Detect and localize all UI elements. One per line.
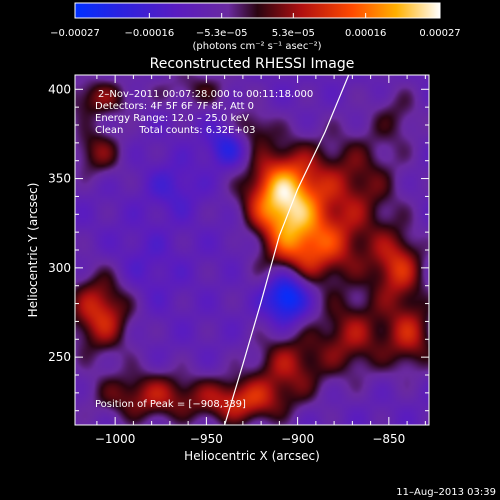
colorbar-tick-label: −0.00027	[50, 28, 100, 39]
footer-timestamp: 11–Aug–2013 03:39	[396, 487, 496, 498]
colorbar: −0.00027 −0.00016 −5.3e−05 5.3e−05 0.00016 0.…	[50, 2, 461, 52]
x-tick-label: −850	[372, 432, 405, 446]
colorbar-tick-label: 5.3e−05	[272, 28, 315, 39]
annotation-method-counts: Clean Total counts: 6.32E+03	[95, 125, 255, 136]
y-tick-label: 300	[48, 261, 71, 275]
x-tick-label: −1000	[95, 432, 136, 446]
colorbar-tick-label: −0.00016	[124, 28, 174, 39]
colorbar-tick-label: 0.00027	[419, 28, 460, 39]
colorbar-tick-label: −5.3e−05	[196, 28, 248, 39]
colorbar-gradient	[74, 2, 441, 19]
chart-title: Reconstructed RHESSI Image	[150, 56, 355, 72]
annotation-energy-range: Energy Range: 12.0 – 25.0 keV	[95, 113, 249, 124]
plot-area	[75, 75, 429, 425]
y-axis-label: Heliocentric Y (arcsec)	[26, 183, 40, 318]
plot-annotations: 2–Nov–2011 00:07:28.000 to 00:11:18.000 …	[95, 89, 313, 410]
x-axis: −1000 −950 −900 −850	[95, 75, 426, 446]
colorbar-ticks: −0.00027 −0.00016 −5.3e−05 5.3e−05 0.00016 0.…	[50, 13, 461, 39]
x-tick-label: −950	[190, 432, 223, 446]
x-tick-label: −900	[281, 432, 314, 446]
x-axis-label: Heliocentric X (arcsec)	[184, 449, 320, 463]
y-tick-label: 350	[48, 172, 71, 186]
annotation-detectors: Detectors: 4F 5F 6F 7F 8F, Att 0	[95, 101, 254, 112]
colorbar-tick-label: 0.00016	[345, 28, 386, 39]
colorbar-units-label: (photons cm⁻² s⁻¹ asec⁻²)	[192, 41, 321, 52]
y-tick-label: 250	[48, 350, 71, 364]
annotation-peak-position: Position of Peak = [−908,339]	[95, 399, 246, 410]
y-tick-label: 400	[48, 82, 71, 96]
solar-limb-line	[224, 75, 350, 425]
annotation-time-range: 2–Nov–2011 00:07:28.000 to 00:11:18.000	[98, 89, 313, 100]
y-axis: 250 300 350 400	[48, 82, 429, 412]
